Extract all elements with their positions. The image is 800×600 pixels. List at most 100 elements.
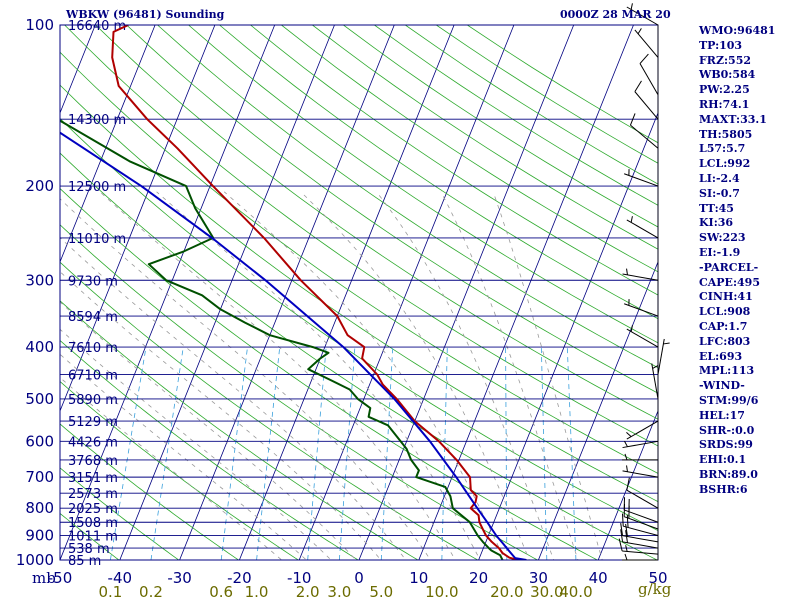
wind-barb-staff [626,328,659,348]
isotherm-line [358,25,575,560]
pressure-tick-label: 700 [25,468,54,486]
height-label: 16640 m [68,19,126,34]
wind-barb-half-feather [652,364,659,369]
height-label: 1011 m [68,530,118,545]
pressure-tick-label: 200 [25,177,54,195]
height-label: 2573 m [68,487,118,502]
pressure-tick-label: 400 [25,338,54,356]
wind-barb [629,113,659,149]
wind-barb-half-feather [630,3,633,10]
wind-barb [634,28,659,58]
dry-adiabat-line [60,467,180,560]
wind-barb [618,538,659,555]
moist-adiabat-line [223,191,506,560]
index-item: PW:2.25 [699,83,750,97]
wind-barbs [618,3,670,561]
index-item: L57:5.7 [699,142,746,156]
wind-barb [651,363,659,400]
mixing-ratio-tick-label: 0.6 [209,583,233,600]
temperature-tick-label: 0 [354,569,364,587]
wind-barb [622,268,659,281]
pressure-tick-label: 600 [25,432,54,450]
height-label: 12500 m [68,180,126,195]
index-item: BSHR:6 [699,482,748,496]
wind-barb-feather [639,53,649,64]
index-item: SI:-0.7 [699,186,740,200]
dry-adiabat-line [188,25,658,344]
isotherm-line [298,25,515,560]
height-label: 14300 m [68,113,126,128]
wind-barb-feather [626,514,629,528]
wind-barb-half-feather [625,545,628,552]
wind-barb-feather [626,477,630,491]
mixing-ratio-unit-label: g/kg [638,580,672,598]
wind-barb-staff [657,338,665,375]
wind-barb-staff [624,516,659,530]
index-item: EI:-1.9 [699,245,741,259]
moist-adiabat-line [60,301,357,560]
wind-barb [621,513,659,537]
wind-barb [624,169,659,187]
mixing-ratio-tick-label: 0.2 [139,583,163,600]
wind-barb-staff [624,509,659,523]
index-item: EL:693 [699,349,743,363]
index-item: TT:45 [699,201,734,215]
index-item: LFC:803 [699,334,751,348]
height-label: 5890 m [68,393,118,408]
index-item: SRDS:99 [699,438,753,452]
plot-frame [59,24,659,561]
mixing-ratio-tick-label: 5.0 [369,583,393,600]
wind-barb [620,523,659,543]
temperature-profile [111,25,519,560]
temperature-tick-label: -20 [227,569,252,587]
mixing-ratio-tick-label: 2.0 [296,583,320,600]
wind-barb-staff [626,6,659,26]
mixing-ratio-tick-label: 20.0 [490,583,523,600]
isotherm-line [478,111,658,560]
height-label: 7610 m [68,341,118,356]
wind-barb-half-feather [637,28,642,34]
mixing-ratio-tick-label: 1.0 [245,583,269,600]
isotherm-line [239,25,455,560]
dry-adiabat-line [60,512,120,560]
dry-adiabat-line [60,51,658,474]
wind-barb-feather [625,523,628,537]
mixing-ratio-line [380,347,394,560]
wind-barb-staff [626,489,659,509]
index-item: HEL:17 [699,408,745,422]
temperature-tick-label: 30 [529,569,548,587]
temperature-tick-label: -10 [287,569,312,587]
background-grid [0,25,658,571]
pressure-tick-label: 1000 [16,551,54,569]
wind-barb-feather [620,529,624,542]
pressure-tick-label: 100 [25,16,54,34]
wind-barb [622,465,659,478]
moist-adiabat-line [156,191,481,560]
pressure-tick-label: 800 [25,499,54,517]
wind-barb [622,553,658,561]
isotherm-line [597,409,658,560]
dry-adiabat-line [126,25,658,394]
mixing-ratio-tick-label: 40.0 [559,583,592,600]
index-item: CINH:41 [699,290,753,304]
wind-barb [623,497,659,523]
index-item: FRZ:552 [699,53,752,67]
dry-adiabat-line [0,25,13,571]
wind-barb-staff [634,91,659,120]
isotherm-line [60,25,276,560]
wind-barb-half-feather [626,432,632,437]
isotherm-line [119,25,335,560]
height-label: 11010 m [68,232,126,247]
index-item: -WIND- [699,379,745,393]
index-item: TH:5805 [699,127,753,141]
wind-barb-feather [621,513,624,527]
pressure-tick-label: 300 [25,271,54,289]
dewpoint-profile [60,119,504,560]
temperature-tick-label: 20 [469,569,488,587]
wind-barb-staff [624,303,659,317]
height-label: 8594 m [68,310,118,325]
wind-barb-half-feather [626,465,628,472]
index-item: LCL:992 [699,157,751,171]
dry-adiabat-line [60,261,479,560]
